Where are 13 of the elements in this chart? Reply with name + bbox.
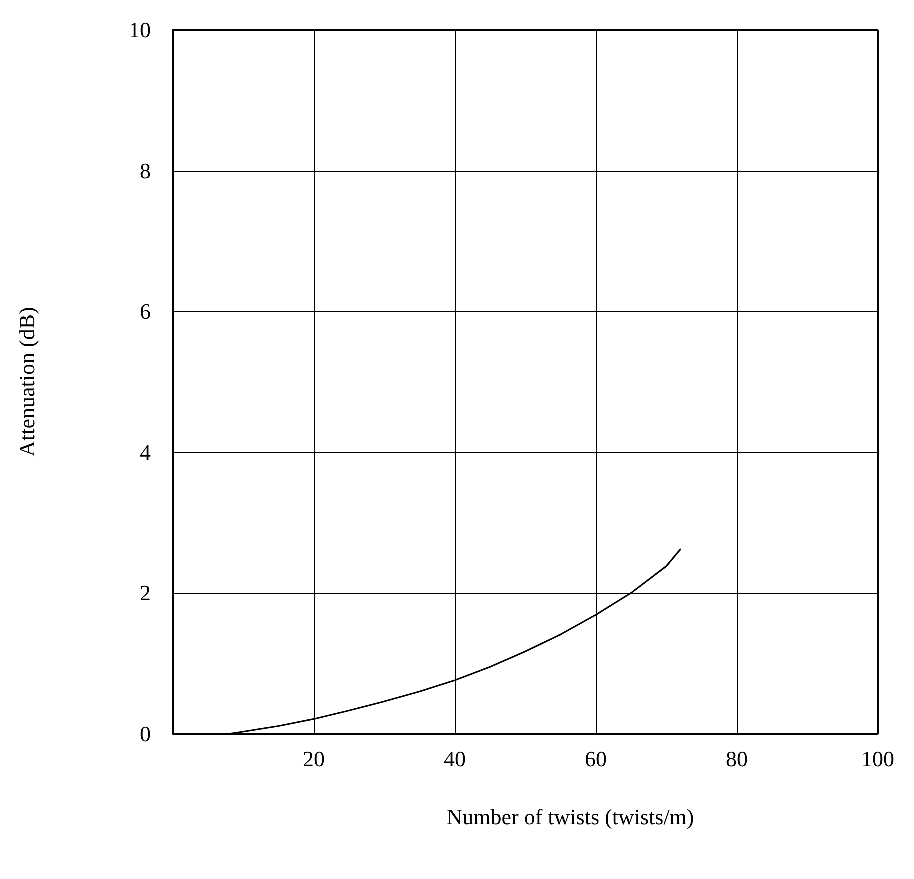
y-axis-title: Attenuation (dB)	[14, 307, 40, 457]
y-tick-label: 0	[140, 722, 151, 746]
x-tick-label: 60	[585, 746, 607, 772]
y-tick-label: 10	[129, 18, 151, 42]
y-tick-label: 2	[140, 580, 151, 606]
y-tick-label: 6	[140, 299, 151, 324]
x-tick-label: 100	[862, 746, 894, 772]
y-tick-label: 8	[140, 158, 151, 184]
x-tick-label: 80	[726, 746, 748, 772]
x-tick-label: 40	[444, 746, 466, 772]
x-tick-label: 20	[303, 746, 325, 772]
y-tick-label: 4	[140, 440, 151, 465]
x-axis-title: Number of twists (twists/m)	[446, 804, 694, 830]
